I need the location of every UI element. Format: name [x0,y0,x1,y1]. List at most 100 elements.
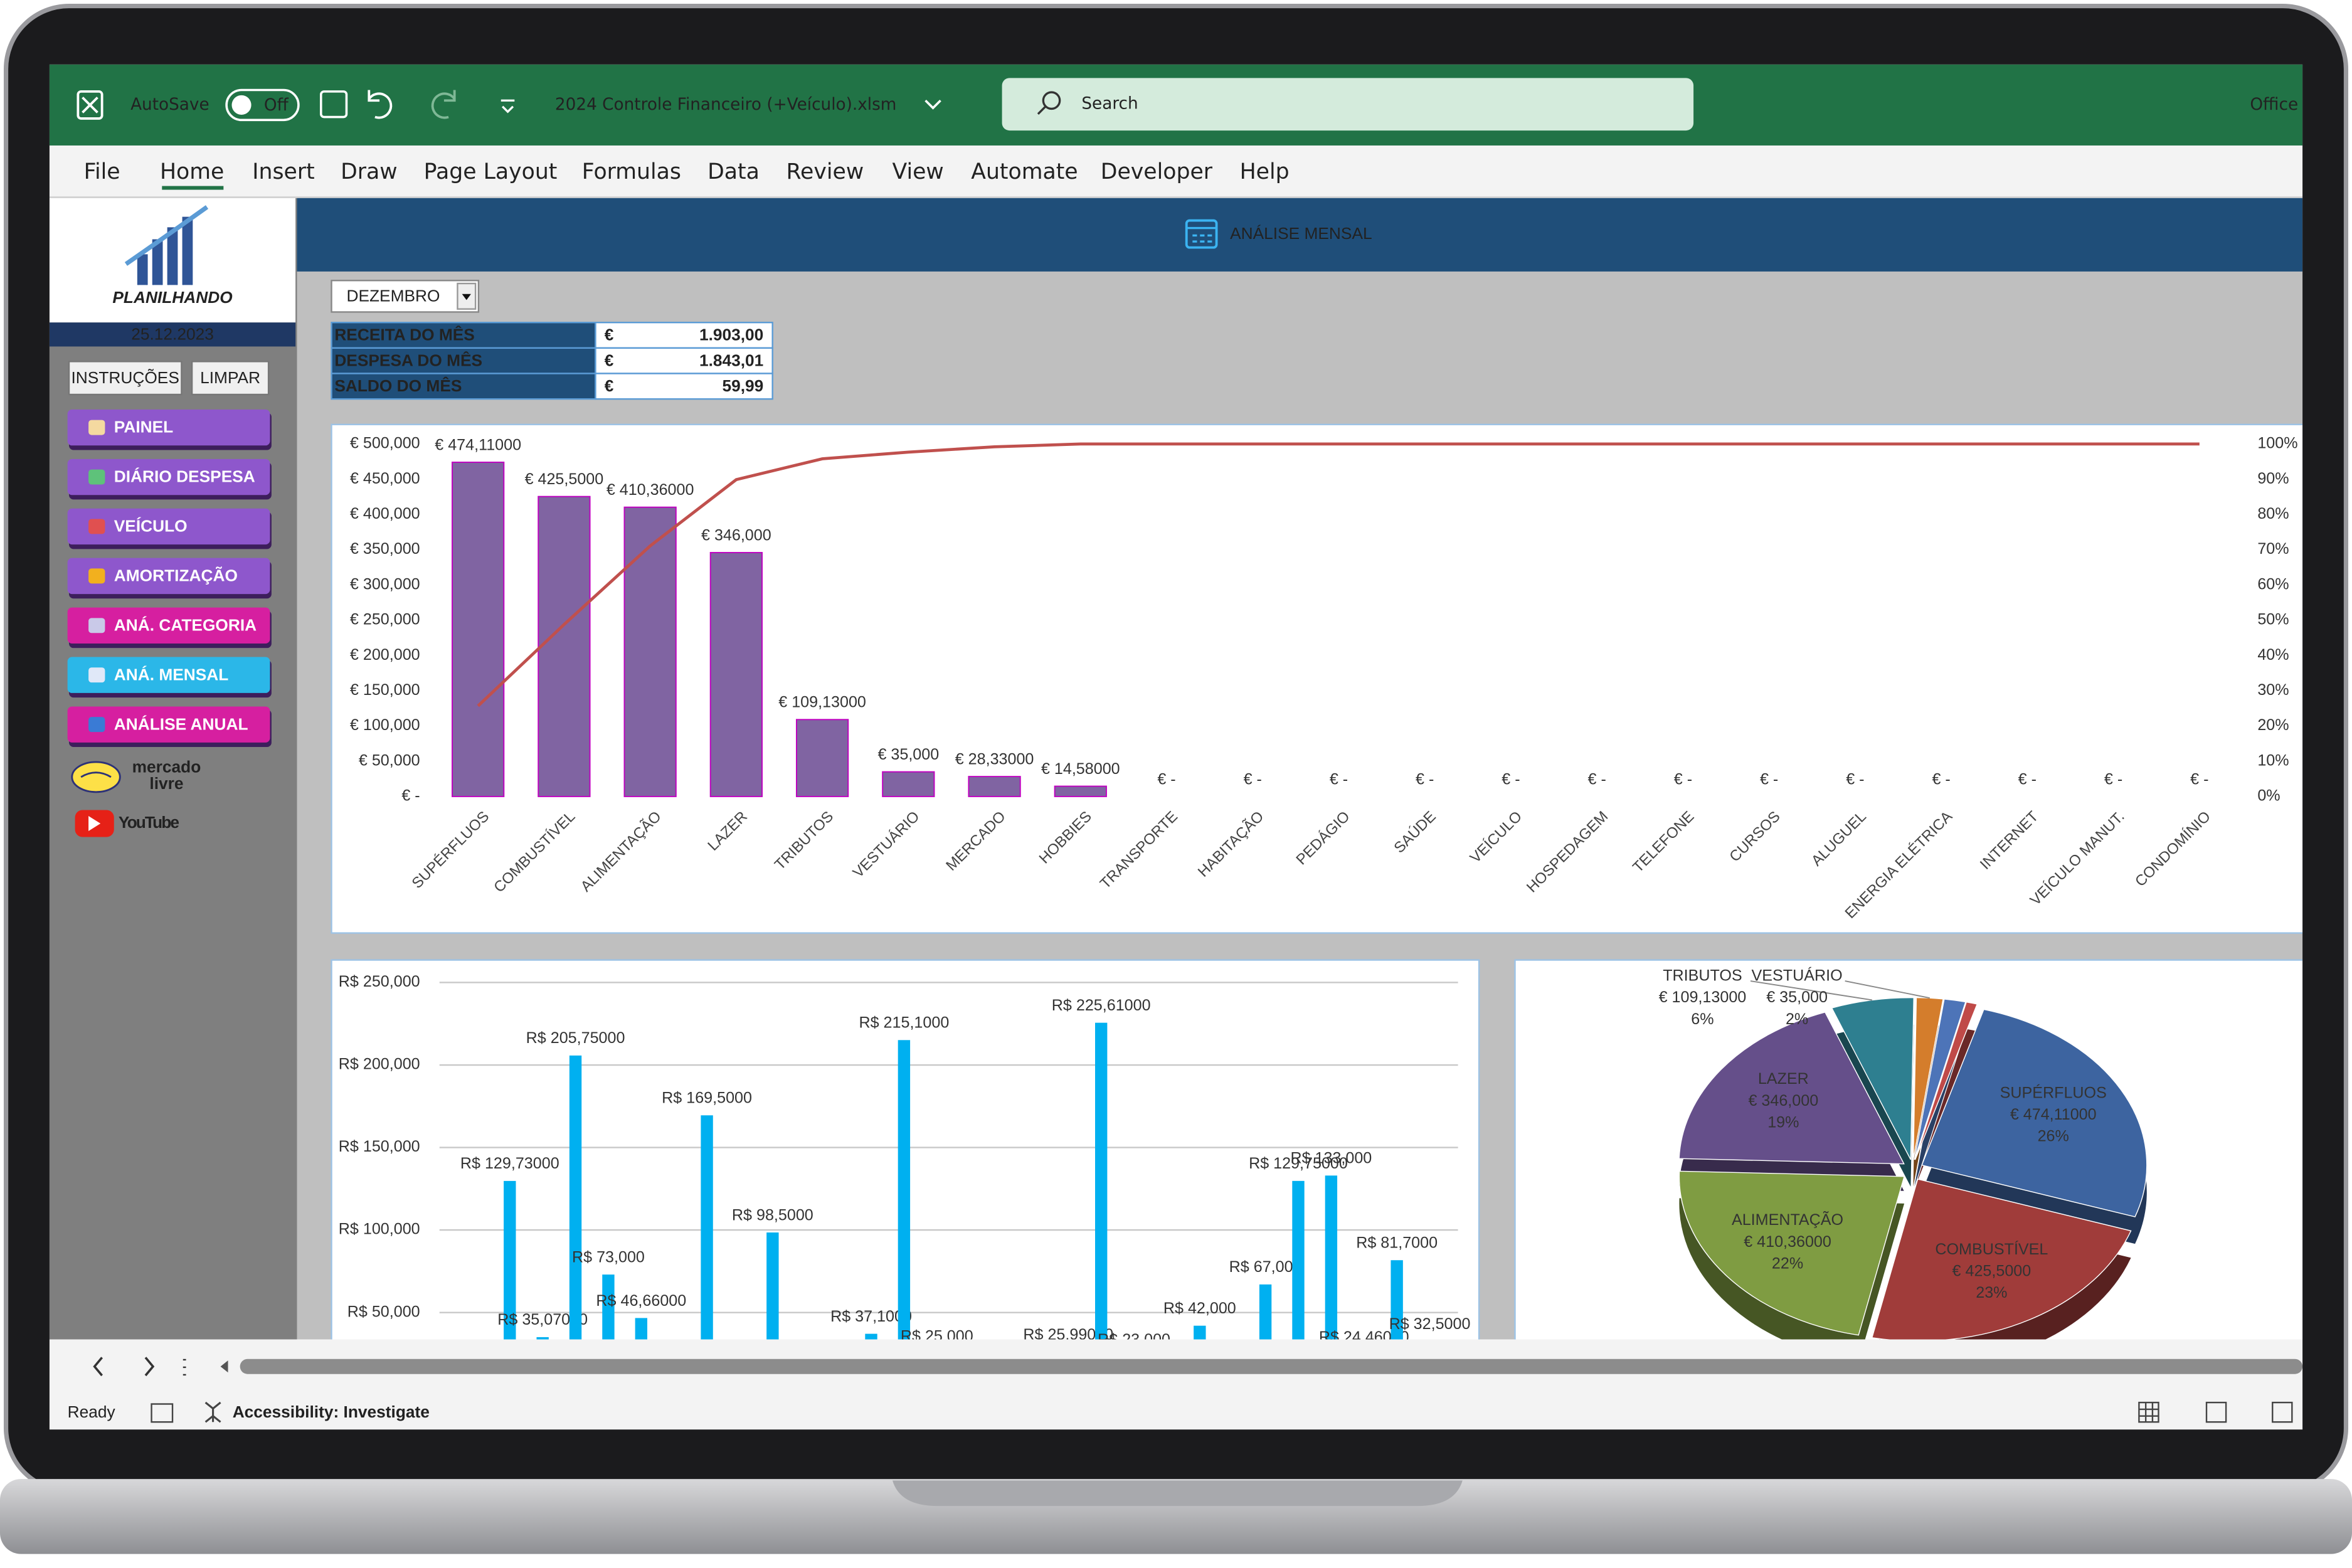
autosave-toggle[interactable] [225,88,300,122]
mercado-livre-hands [80,771,112,778]
save-icon[interactable] [320,90,348,119]
slice [1921,1009,2148,1217]
bar [635,1318,648,1340]
ribbon-tab[interactable]: View [893,159,944,184]
data-label: R$ 169,5000 [662,1089,752,1107]
ribbon-tab[interactable]: Draw [341,159,398,184]
calendar-icon [1185,219,1218,249]
data-label: € - [1588,770,1606,788]
bar [1054,785,1107,797]
slice-label: € 410,36000 [1744,1233,1831,1251]
ribbon-tab[interactable]: Developer [1101,159,1213,184]
slice-label: ALIMENTAÇÃO [1732,1210,1843,1229]
clear-button[interactable] [191,361,270,396]
slice-label: TRIBUTOS [1663,967,1742,985]
nav-button[interactable] [67,607,270,644]
ribbon-tab[interactable]: Review [787,159,864,184]
horizontal-scrollbar[interactable] [240,1359,2303,1374]
summary-label-cell [331,373,596,400]
nav-label: ANÁLISE ANUAL [114,714,248,733]
nav-button[interactable] [67,458,270,495]
nav-button[interactable] [67,657,270,693]
bar [1391,1260,1403,1340]
ribbon-tab[interactable]: Insert [252,159,314,184]
macro-icon[interactable] [151,1403,174,1423]
nav-button[interactable] [67,558,270,595]
cumulative-line [477,442,2200,707]
ribbon-tab[interactable]: Automate [971,159,1078,184]
month-dropdown[interactable] [331,280,480,313]
summary-label: RECEITA DO MÊS [334,326,475,344]
ribbon-tab[interactable]: Formulas [582,159,681,184]
data-label: € - [2190,770,2208,788]
accessibility-icon [204,1401,221,1423]
mercado-livre-icon[interactable] [71,761,121,793]
instructions-button[interactable] [68,361,183,396]
y2-tick-label: 0% [2257,787,2280,805]
date: 25.12.2023 [131,324,214,343]
data-label: € - [1760,770,1778,788]
bar [882,771,935,797]
leader-line [1750,980,1873,1001]
page-layout-view[interactable] [2205,1401,2227,1423]
data-label: R$ 98,5000 [732,1206,813,1224]
scroll-left[interactable] [220,1360,228,1373]
slice-label: VESTUÁRIO [1752,967,1843,985]
bar [452,462,505,797]
calendar-icon-grid [1186,226,1217,243]
search-box[interactable] [1002,78,1694,131]
bar [1095,1022,1108,1340]
mercado-livre-text: mercado [132,757,201,776]
nav-label: VEÍCULO [114,517,188,536]
data-label: € - [1330,770,1348,788]
slice [1831,997,1915,1160]
sidebar-nav: PAINEL DIÁRIO DESPESA VEÍCULO AMORTIZAÇÃO AN… [67,409,272,748]
excel-icon [77,90,103,120]
prev-sheet[interactable] [93,1357,103,1377]
bar [1292,1180,1305,1340]
redo-icon [431,90,456,119]
daily-chart: R$ 50,000 R$ 100,000 R$ 150,000 R$ 200,000 R… [339,973,1470,1340]
ribbon-tab[interactable]: File [84,159,120,184]
y-tick-label: R$ 250,000 [339,973,420,990]
nav-icon [88,519,105,534]
autosave-label: AutoSave [130,95,209,114]
summary-currency: € [605,326,614,344]
ribbon-tab[interactable]: Page Layout [424,159,558,184]
ribbon-tab[interactable]: Help [1240,159,1290,184]
pie-chart: SUPÉRFLUOS € 474,11000 26% COMBUSTÍVEL € 425… [1659,967,2148,1340]
summary-currency: € [605,376,614,395]
ribbon-tab[interactable]: Home [160,159,224,184]
accessibility-status[interactable]: Accessibility: Investigate [233,1402,430,1421]
data-label: € - [1416,770,1434,788]
nav-button[interactable] [67,508,270,545]
laptop-notch [892,1480,1463,1507]
y-tick-label: R$ 50,000 [347,1303,420,1320]
undo-icon[interactable] [368,90,393,119]
page-break-view[interactable] [2272,1401,2293,1423]
qat-menu[interactable] [501,99,515,114]
data-label: R$ 129,75000 [1249,1155,1348,1172]
data-label: € 474,11000 [435,436,521,453]
normal-view[interactable] [2138,1401,2159,1423]
y-tick-label: R$ 150,000 [339,1138,420,1155]
nav-button[interactable] [67,706,270,743]
slice-label: LAZER [1758,1070,1809,1088]
next-sheet[interactable] [144,1357,155,1377]
data-label: R$ 67,000 [1229,1258,1302,1276]
data-label: R$ 81,7000 [1356,1234,1438,1252]
nav-label: ANÁ. CATEGORIA [114,615,257,634]
data-label: € 35,000 [877,746,939,763]
excel-icon-x [82,97,98,114]
summary-currency: € [605,351,614,369]
summary-value: 1.843,01 [699,351,763,369]
nav-button[interactable] [67,409,270,446]
ribbon-tab[interactable]: Data [707,159,760,184]
nav-label: PAINEL [114,418,173,437]
nav-icon [88,568,105,584]
file-menu-arrow[interactable] [924,99,941,110]
y2-tick-label: 100% [2257,435,2297,452]
ribbon-tabs: File Home Insert Draw Page Layout Formulas Dat… [84,159,1290,190]
status-bar [49,1392,2303,1430]
date-bar [49,322,296,347]
